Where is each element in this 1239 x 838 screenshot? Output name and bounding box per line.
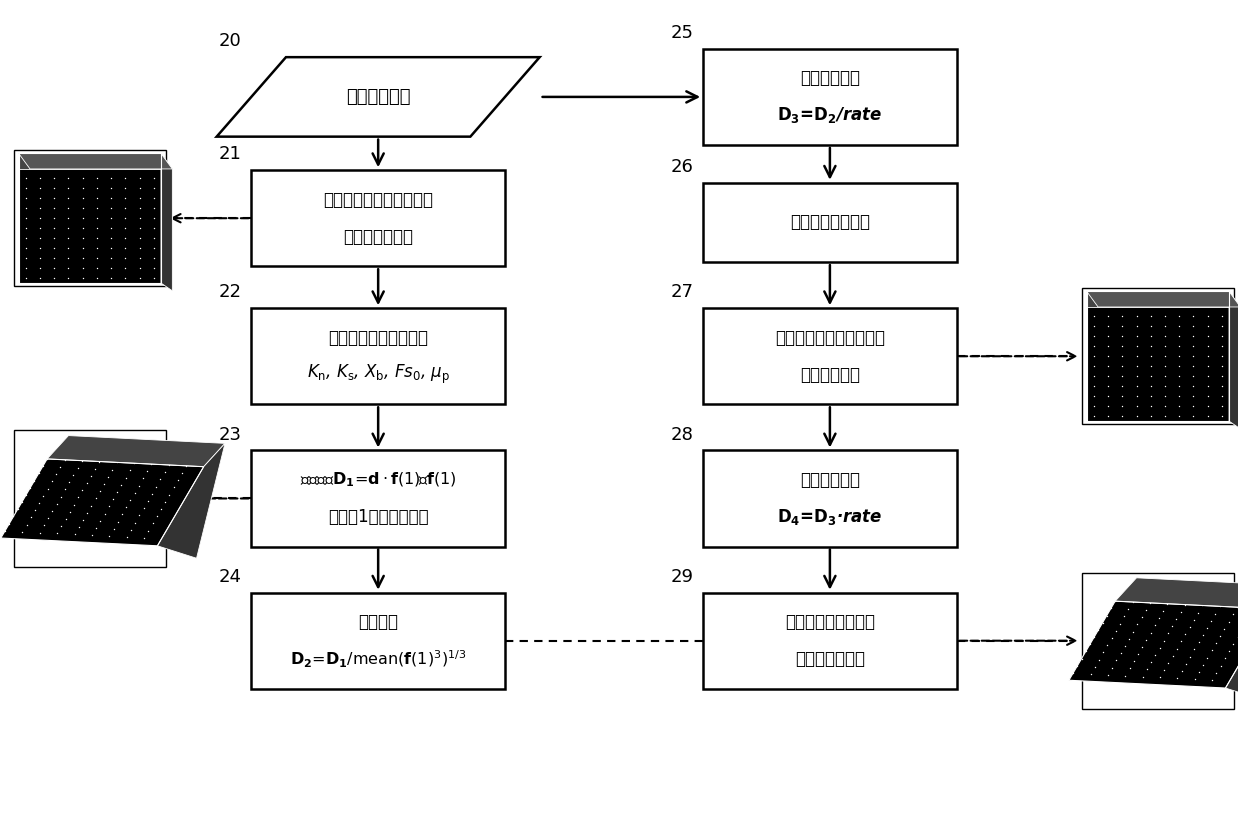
Text: 设定直径$\mathbf{D_1}$=$\mathbf{d}\cdot\mathbf{f}$(1)，$\mathbf{f}$(1): 设定直径$\mathbf{D_1}$=$\mathbf{d}\cdot\math… (300, 471, 456, 489)
Text: 20: 20 (218, 33, 242, 50)
Polygon shape (47, 436, 225, 467)
FancyBboxPatch shape (252, 308, 506, 405)
Text: 21: 21 (218, 146, 242, 163)
Text: 模型及封闭边界: 模型及封闭边界 (343, 228, 413, 246)
Text: 23: 23 (218, 426, 242, 443)
FancyBboxPatch shape (703, 592, 957, 689)
Text: 输入模型参数: 输入模型参数 (346, 88, 410, 106)
Polygon shape (19, 153, 172, 169)
FancyBboxPatch shape (1082, 288, 1234, 424)
Text: 缩减颗粒直径: 缩减颗粒直径 (800, 70, 860, 87)
Text: 25: 25 (670, 24, 693, 42)
Text: 清除颗粒系统动能，: 清除颗粒系统动能， (784, 613, 875, 631)
FancyBboxPatch shape (1082, 572, 1234, 709)
Text: 使颗粒受力平衡: 使颗粒受力平衡 (795, 650, 865, 668)
Text: 根据转换公式计算颗粒: 根据转换公式计算颗粒 (328, 328, 429, 347)
FancyBboxPatch shape (252, 170, 506, 266)
Text: 为均值1正态分布数组: 为均值1正态分布数组 (328, 508, 429, 526)
Text: $\mathbf{D_2}$=$\mathbf{D_1}$/mean($\mathbf{f}$(1)$^3$)$^{1/3}$: $\mathbf{D_2}$=$\mathbf{D_1}$/mean($\mat… (290, 649, 466, 670)
Polygon shape (1225, 586, 1239, 701)
FancyBboxPatch shape (703, 450, 957, 546)
Text: 22: 22 (218, 283, 242, 302)
FancyBboxPatch shape (1087, 292, 1229, 421)
Polygon shape (1069, 601, 1239, 688)
Text: 修正直径: 修正直径 (358, 613, 398, 631)
FancyBboxPatch shape (252, 592, 506, 689)
Polygon shape (1229, 292, 1239, 429)
Text: 恢复颗粒直径: 恢复颗粒直径 (800, 471, 860, 489)
Text: $\mathbf{D_4}$=$\mathbf{D_3}$·rate: $\mathbf{D_4}$=$\mathbf{D_3}$·rate (777, 507, 882, 527)
Polygon shape (1115, 578, 1239, 609)
Polygon shape (157, 443, 225, 558)
FancyBboxPatch shape (252, 450, 506, 546)
Text: 28: 28 (670, 426, 693, 443)
Text: $K_\mathrm{n}$, $K_\mathrm{s}$, $X_\mathrm{b}$, $Fs_0$, $\mu_\mathrm{p}$: $K_\mathrm{n}$, $K_\mathrm{s}$, $X_\math… (306, 363, 450, 386)
Text: $\mathbf{D_3}$=$\mathbf{D_2}$/rate: $\mathbf{D_3}$=$\mathbf{D_2}$/rate (777, 106, 882, 126)
Polygon shape (1087, 292, 1229, 307)
Polygon shape (1087, 292, 1239, 307)
FancyBboxPatch shape (19, 153, 161, 283)
Polygon shape (217, 57, 540, 137)
Text: 损耗迭代模拟: 损耗迭代模拟 (800, 365, 860, 384)
Polygon shape (19, 153, 161, 169)
FancyBboxPatch shape (14, 150, 166, 287)
Text: 建立三维紧密堆积立方体: 建立三维紧密堆积立方体 (323, 191, 434, 209)
FancyBboxPatch shape (14, 430, 166, 566)
Text: 赋颗粒随机初速度: 赋颗粒随机初速度 (790, 214, 870, 231)
Text: 29: 29 (670, 568, 693, 586)
FancyBboxPatch shape (703, 308, 957, 405)
Text: 模型封闭，进行无机械能: 模型封闭，进行无机械能 (774, 328, 885, 347)
Text: 24: 24 (218, 568, 242, 586)
Text: 27: 27 (670, 283, 693, 302)
FancyBboxPatch shape (703, 49, 957, 145)
FancyBboxPatch shape (703, 183, 957, 262)
Polygon shape (1, 459, 203, 546)
Text: 26: 26 (670, 158, 693, 176)
Polygon shape (161, 153, 172, 291)
